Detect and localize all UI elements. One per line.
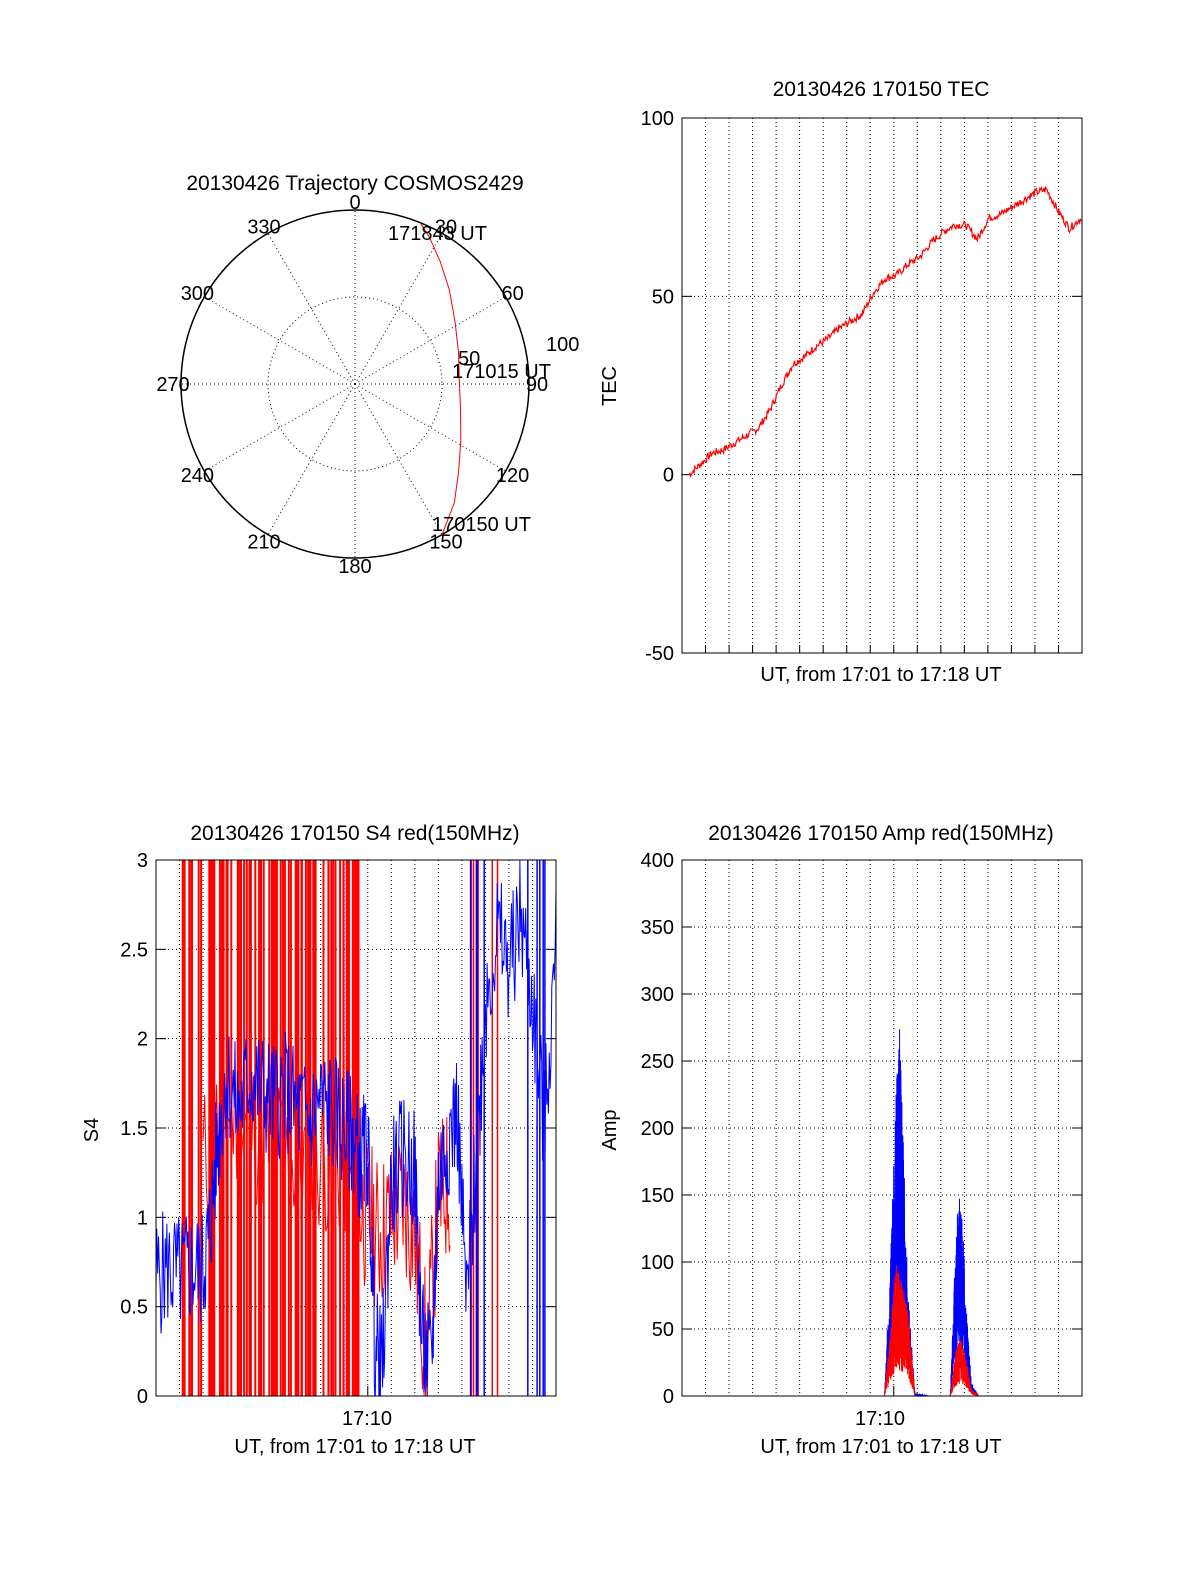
y-tick-label: 2: [137, 1029, 148, 1051]
y-tick-label: 100: [641, 1252, 674, 1274]
y-tick-label: 100: [641, 108, 674, 130]
y-tick-label: 50: [652, 286, 674, 308]
tec-grid: [682, 117, 1082, 654]
polar-azimuth-label: 180: [338, 556, 371, 578]
polar-azimuth-label: 330: [247, 216, 280, 238]
s4-y-ticks: 0 0.5 1 1.5 2 2.5 3: [120, 850, 556, 1408]
polar-spoke: [204, 383, 356, 472]
tec-y-axis-label: TEC: [599, 366, 621, 406]
polar-title: 20130426 Trajectory COSMOS2429: [186, 172, 523, 195]
polar-spoke: [354, 383, 506, 472]
s4-title: 20130426 170150 S4 red(150MHz): [190, 822, 519, 845]
y-tick-label: 1: [137, 1207, 148, 1229]
polar-radius-label-100: 100: [546, 334, 579, 356]
amp-blue-series-line: [682, 1029, 1082, 1398]
polar-spoke: [354, 296, 506, 385]
y-tick-label: 0: [663, 465, 674, 487]
polar-spoke: [267, 383, 356, 535]
y-tick-label: 250: [641, 1051, 674, 1073]
y-tick-label: 0: [663, 1386, 674, 1408]
polar-azimuth-label: 0: [349, 192, 360, 214]
y-tick-label: 300: [641, 984, 674, 1006]
polar-azimuth-label: 150: [429, 532, 462, 554]
amp-panel: 20130426 170150 Amp red(150MHz) 0 50 100 15…: [599, 822, 1083, 1458]
tec-title: 20130426 170150 TEC: [773, 78, 990, 101]
polar-azimuth-label: 60: [501, 283, 523, 305]
amp-title: 20130426 170150 Amp red(150MHz): [708, 822, 1054, 845]
s4-x-tick-label: 17:10: [342, 1408, 392, 1430]
tec-series-line: [688, 185, 1082, 478]
y-tick-label: 0: [137, 1386, 148, 1408]
s4-panel: 20130426 170150 S4 red(150MHz) 0 0.5 1 1.5 2…: [81, 822, 557, 1458]
tec-panel: 20130426 170150 TEC -50 0 50 100 UT, from 1…: [599, 78, 1083, 686]
s4-y-axis-label: S4: [81, 1118, 103, 1142]
amp-y-ticks: 0 50 100 150 200 250 300 350 400: [641, 850, 1082, 1408]
y-tick-label: 3: [137, 850, 148, 872]
polar-azimuth-labels: 0 30 60 90 120 150 180 210 240 270 300 330: [156, 192, 548, 578]
polar-azimuth-label: 210: [247, 532, 280, 554]
polar-spoke: [204, 296, 356, 385]
tec-plot-frame: [681, 117, 1083, 654]
amp-y-axis-label: Amp: [599, 1109, 621, 1150]
y-tick-label: 150: [641, 1185, 674, 1207]
y-tick-label: -50: [645, 643, 674, 665]
y-tick-label: 350: [641, 917, 674, 939]
polar-trajectory-line: [419, 222, 462, 535]
polar-end-label: 171843 UT: [388, 223, 487, 245]
s4-red-series-line: [202, 1044, 451, 1397]
amp-x-axis-label: UT, from 17:01 to 17:18 UT: [760, 1436, 1001, 1458]
polar-inner-ring: [267, 296, 443, 472]
s4-x-axis-label: UT, from 17:01 to 17:18 UT: [234, 1436, 475, 1458]
y-tick-label: 50: [652, 1319, 674, 1341]
y-tick-label: 1.5: [120, 1118, 148, 1140]
polar-radius-label-50: 50: [458, 348, 480, 370]
polar-azimuth-label: 270: [156, 374, 189, 396]
y-tick-label: 0.5: [120, 1297, 148, 1319]
polar-outer-ring: [180, 209, 530, 559]
polar-azimuth-label: 120: [496, 465, 529, 487]
y-tick-label: 2.5: [120, 939, 148, 961]
polar-spoke: [354, 233, 443, 385]
polar-start-label: 170150 UT: [432, 514, 531, 536]
polar-mid-label: 171015 UT: [452, 361, 551, 383]
polar-azimuth-label: 30: [435, 216, 457, 238]
amp-grid: [682, 859, 1082, 1397]
polar-azimuth-label: 240: [181, 465, 214, 487]
polar-panel: 20130426 Trajectory COSMOS2429 0 30 60 90 12…: [156, 172, 579, 578]
y-tick-label: 200: [641, 1118, 674, 1140]
y-tick-label: 400: [641, 850, 674, 872]
polar-azimuth-label: 300: [181, 283, 214, 305]
polar-spokes: [181, 210, 529, 558]
polar-spoke: [267, 233, 356, 385]
amp-red-series-line: [682, 1265, 1082, 1397]
tec-x-axis-label: UT, from 17:01 to 17:18 UT: [760, 664, 1001, 686]
amp-x-tick-label: 17:10: [855, 1408, 905, 1430]
s4-blue-series-line: [155, 859, 557, 1397]
tec-y-ticks: -50 0 50 100: [641, 108, 1082, 665]
polar-spoke: [354, 383, 443, 535]
polar-azimuth-label: 90: [526, 374, 548, 396]
